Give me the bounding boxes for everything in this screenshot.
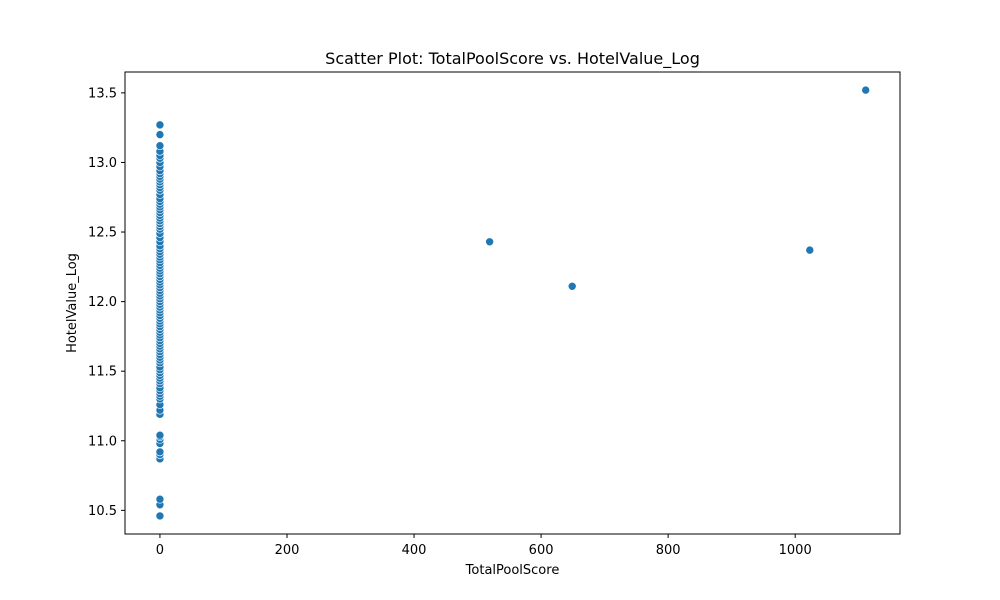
x-axis: 0 200 400 600 800 1000 <box>156 534 812 558</box>
y-tick-label: 12.0 <box>88 295 117 310</box>
data-point <box>155 141 165 151</box>
data-point <box>485 237 494 247</box>
x-tick-label: 0 <box>156 543 164 558</box>
y-tick-label: 13.5 <box>88 86 117 101</box>
data-point <box>155 447 165 457</box>
y-tick-label: 13.0 <box>88 156 117 171</box>
y-tick-label: 11.0 <box>88 434 117 449</box>
x-tick-label: 200 <box>275 543 300 558</box>
plot-frame <box>124 71 901 535</box>
data-point <box>155 130 165 139</box>
chart-title: Scatter Plot: TotalPoolScore vs. HotelVa… <box>325 49 700 69</box>
x-tick-label: 800 <box>656 543 681 558</box>
x-axis-label: TotalPoolScore <box>465 563 560 578</box>
data-point <box>805 245 815 255</box>
data-point <box>155 430 165 440</box>
data-point <box>155 511 165 521</box>
x-tick-label: 400 <box>402 543 427 558</box>
points-layer <box>155 85 870 521</box>
data-point <box>861 85 870 95</box>
data-point <box>155 494 165 504</box>
y-axis-label: HotelValue_Log <box>65 253 80 353</box>
y-tick-label: 11.5 <box>88 365 117 380</box>
data-point <box>567 282 577 291</box>
x-tick-label: 600 <box>529 543 554 558</box>
x-tick-label: 1000 <box>779 543 812 558</box>
data-point <box>155 120 165 130</box>
y-tick-label: 10.5 <box>88 504 117 519</box>
y-axis: 10.5 11.0 11.5 12.0 12.5 13.0 13.5 <box>88 86 125 519</box>
y-tick-label: 12.5 <box>88 226 117 241</box>
